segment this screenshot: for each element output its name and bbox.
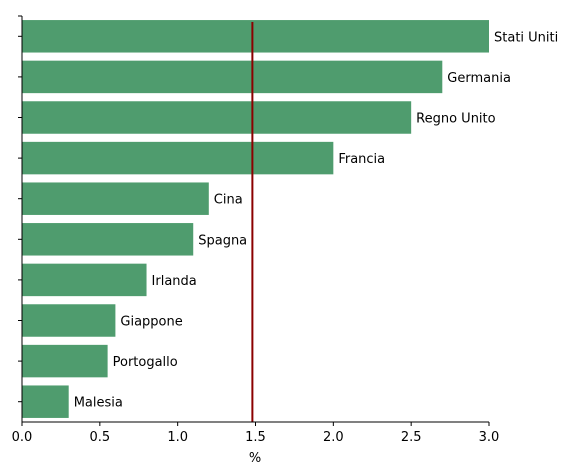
bar-label: Portogallo — [113, 355, 178, 370]
x-tick-label: 0.5 — [89, 430, 110, 445]
bar-label: Regno Unito — [416, 112, 495, 127]
bar-label: Cina — [214, 193, 243, 208]
bar-label: Giappone — [120, 315, 182, 330]
bar — [22, 60, 443, 94]
x-tick-label: 2.5 — [401, 430, 422, 445]
bar — [22, 263, 147, 297]
bar — [22, 385, 69, 418]
bar — [22, 344, 108, 378]
x-axis-label: % — [249, 451, 261, 466]
bar — [22, 141, 334, 175]
x-tick-label: 2.0 — [323, 430, 344, 445]
bar-label: Irlanda — [152, 274, 197, 289]
bar — [22, 20, 489, 53]
bar — [22, 304, 116, 337]
bar — [22, 101, 412, 134]
y-ticks-group — [18, 15, 22, 403]
bar-label: Malesia — [74, 396, 123, 411]
x-tick-label: 1.0 — [167, 430, 188, 445]
bar-labels-group: Stati Uniti Germania Regno Unito Francia Cin… — [74, 30, 559, 410]
bar — [22, 182, 209, 215]
bars-group — [22, 20, 489, 418]
x-ticks-group: 0.0 0.5 1.0 1.5 2.0 2.5 3.0 — [12, 422, 500, 445]
x-tick-label: 1.5 — [245, 430, 266, 445]
bar-label: Germania — [447, 71, 511, 86]
bar-label: Stati Uniti — [494, 30, 558, 45]
bar — [22, 223, 194, 256]
x-tick-label: 3.0 — [479, 430, 500, 445]
bar-label: Spagna — [198, 233, 247, 248]
bar-label: Francia — [338, 152, 385, 167]
x-tick-label: 0.0 — [12, 430, 33, 445]
